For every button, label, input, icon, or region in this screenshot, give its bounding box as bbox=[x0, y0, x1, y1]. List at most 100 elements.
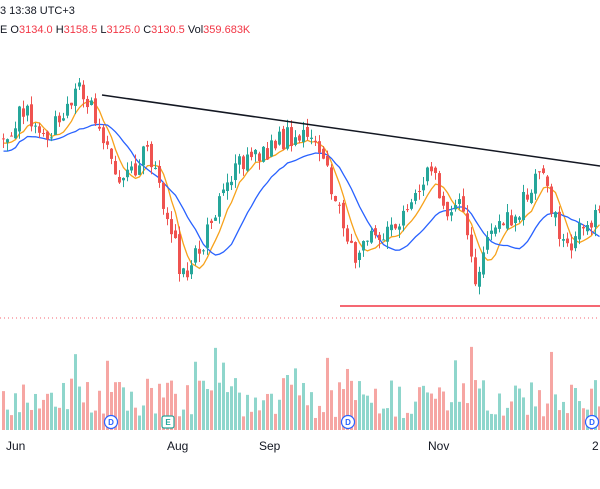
candle-body bbox=[102, 127, 105, 144]
candle-body bbox=[374, 228, 377, 236]
candle-body bbox=[206, 224, 209, 248]
volume-bar bbox=[62, 382, 65, 430]
volume-bar bbox=[486, 410, 489, 430]
volume-bar bbox=[338, 382, 341, 430]
candle-body bbox=[82, 84, 85, 100]
volume-bar bbox=[578, 401, 581, 430]
volume-bar bbox=[322, 412, 325, 430]
volume-bar bbox=[474, 380, 477, 430]
trendline bbox=[101, 94, 600, 167]
volume-bar bbox=[74, 354, 77, 430]
volume-bar bbox=[266, 393, 269, 430]
volume-bar bbox=[14, 393, 17, 430]
earnings-marker[interactable]: E bbox=[161, 415, 175, 429]
volume-bar bbox=[278, 399, 281, 430]
volume-bar bbox=[70, 378, 73, 430]
volume-bar bbox=[82, 402, 85, 430]
dividend-marker[interactable]: D bbox=[103, 414, 119, 430]
candle-body bbox=[550, 186, 553, 214]
volume-bar bbox=[42, 399, 45, 430]
candle-body bbox=[194, 248, 197, 263]
volume-bar bbox=[98, 390, 101, 430]
candle-body bbox=[166, 212, 169, 220]
candle-body bbox=[26, 105, 29, 116]
candle-body bbox=[158, 165, 161, 183]
volume-bar bbox=[2, 391, 5, 430]
candle-body bbox=[86, 98, 89, 108]
candle-body bbox=[6, 139, 9, 143]
candle-body bbox=[106, 141, 109, 145]
candle-body bbox=[122, 177, 125, 181]
candle-body bbox=[262, 146, 265, 162]
volume-bar bbox=[570, 384, 573, 430]
candle-body bbox=[362, 241, 365, 251]
volume-bar bbox=[386, 408, 389, 430]
candle-body bbox=[474, 257, 477, 285]
candle-body bbox=[554, 212, 557, 218]
volume-bar bbox=[438, 387, 441, 430]
ohlc-prefix: E bbox=[0, 24, 8, 36]
volume-bar bbox=[198, 380, 201, 430]
candle-body bbox=[250, 151, 253, 158]
volume-bar bbox=[350, 380, 353, 430]
dividend-marker[interactable]: D bbox=[340, 414, 356, 430]
volume-bar bbox=[398, 386, 401, 430]
volume-bar bbox=[430, 393, 433, 430]
candle-body bbox=[146, 145, 149, 147]
candle-body bbox=[378, 234, 381, 240]
volume-bar bbox=[502, 415, 505, 430]
volume-bar bbox=[250, 411, 253, 430]
marker-letter: E bbox=[165, 418, 171, 427]
candle-body bbox=[314, 140, 317, 143]
volume-bar bbox=[334, 416, 337, 430]
marker-shape bbox=[161, 415, 175, 429]
volume-bar bbox=[190, 414, 193, 430]
candle-body bbox=[274, 140, 277, 149]
candle-body bbox=[522, 191, 525, 221]
dividend-marker[interactable]: D bbox=[584, 414, 600, 430]
candle-body bbox=[150, 143, 153, 168]
volume-bar bbox=[282, 378, 285, 430]
candle-body bbox=[310, 137, 313, 139]
candle-body bbox=[302, 129, 305, 142]
marker-shape bbox=[103, 414, 119, 430]
candle-body bbox=[214, 217, 217, 221]
candle-body bbox=[130, 166, 133, 171]
volume-bar bbox=[230, 386, 233, 430]
vol-label: Vol bbox=[187, 24, 204, 36]
candle-body bbox=[446, 201, 449, 217]
volume-bar bbox=[218, 382, 221, 430]
volume-bar bbox=[478, 388, 481, 430]
candle-body bbox=[10, 135, 13, 137]
volume-bar bbox=[38, 408, 41, 430]
volume-bar bbox=[442, 391, 445, 430]
candle-body bbox=[558, 211, 561, 239]
candle-body bbox=[394, 224, 397, 229]
volume-bar bbox=[542, 416, 545, 430]
volume-bar bbox=[550, 351, 553, 430]
candles bbox=[2, 78, 600, 295]
candle-body bbox=[258, 153, 261, 162]
candle-body bbox=[398, 226, 401, 230]
candle-body bbox=[470, 234, 473, 257]
volume-bar bbox=[134, 407, 137, 430]
candle-body bbox=[234, 163, 237, 181]
volume-bar bbox=[318, 405, 321, 430]
candle-body bbox=[78, 82, 81, 87]
volume-bar bbox=[374, 388, 377, 430]
candle-body bbox=[242, 156, 245, 170]
volume-bar bbox=[434, 398, 437, 430]
candle-body bbox=[126, 169, 129, 178]
candle-body bbox=[506, 212, 509, 229]
candle-body bbox=[110, 148, 113, 159]
candle-body bbox=[210, 220, 213, 223]
volume-bar bbox=[158, 383, 161, 430]
candle-body bbox=[454, 205, 457, 210]
volume-bar bbox=[558, 410, 561, 430]
candle-body bbox=[322, 148, 325, 159]
candle-body bbox=[58, 115, 61, 123]
candle-body bbox=[518, 217, 521, 220]
